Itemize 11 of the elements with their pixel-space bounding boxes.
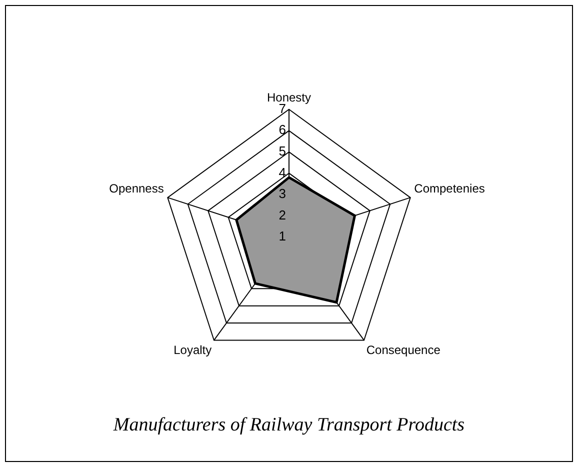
y-tick-label: 2 bbox=[278, 207, 286, 222]
spoke-label: Consequence bbox=[366, 342, 441, 357]
y-tick-label: 1 bbox=[278, 228, 286, 244]
spoke-label: Openness bbox=[109, 181, 164, 196]
y-tick-label: 4 bbox=[278, 164, 286, 180]
spoke-label: Loyalty bbox=[174, 342, 212, 357]
text: Manufacturers of Railway Transport Products bbox=[112, 414, 465, 436]
y-tick-label: 6 bbox=[278, 122, 286, 138]
y-tick-label: 5 bbox=[278, 144, 286, 159]
spoke-label: Competenies bbox=[414, 181, 485, 196]
y-tick-label: 3 bbox=[278, 186, 286, 202]
